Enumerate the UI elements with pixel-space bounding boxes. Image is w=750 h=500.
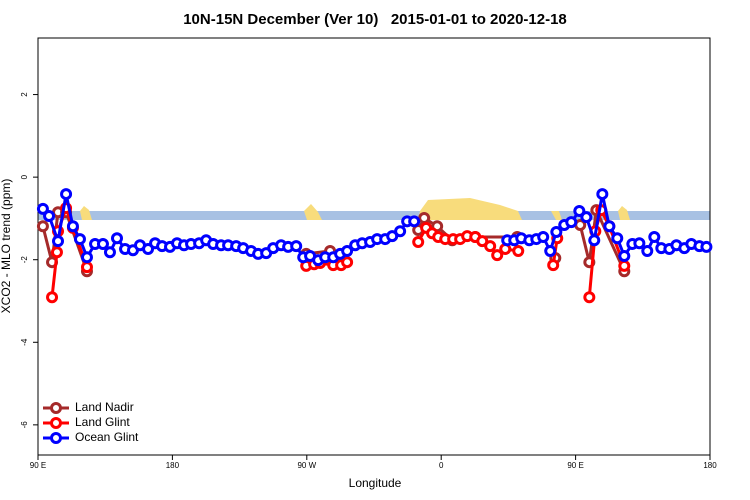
legend-label: Land Nadir (75, 400, 134, 414)
plot (36, 188, 713, 304)
point (418, 212, 431, 225)
point (648, 231, 661, 244)
point (52, 235, 65, 248)
point (550, 226, 563, 239)
point (73, 233, 86, 246)
y-tick-label: -6 (20, 421, 29, 429)
x-axis-label: Longitude (349, 476, 402, 490)
point (386, 230, 399, 243)
point (588, 234, 601, 247)
point (50, 246, 63, 259)
point (476, 235, 489, 248)
x-tick-label: 180 (703, 461, 717, 470)
y-tick-label: -4 (20, 338, 29, 346)
legend-label: Land Glint (75, 415, 130, 429)
point (341, 245, 354, 258)
x-tick-label: 180 (166, 461, 180, 470)
land-patch (418, 198, 522, 220)
point (491, 249, 504, 262)
legend-label: Ocean Glint (75, 430, 139, 444)
point (618, 249, 631, 262)
land-patch (618, 206, 630, 220)
point (66, 220, 79, 233)
point (544, 245, 557, 258)
point (484, 240, 497, 253)
point (583, 291, 596, 304)
point (633, 237, 646, 250)
x-tick-label: 90 E (30, 461, 46, 470)
point (103, 246, 116, 259)
point (394, 225, 407, 238)
point (290, 240, 303, 253)
y-axis-label: XCO2 - MLO trend (ppm) (0, 179, 13, 314)
y-tick-label: 0 (20, 174, 29, 179)
y-tick-label: 2 (20, 92, 29, 97)
point (80, 261, 93, 274)
land-patch (304, 204, 322, 220)
x-tick-label: 0 (439, 461, 444, 470)
map-strip (38, 198, 710, 220)
point (596, 188, 609, 201)
point (512, 245, 525, 258)
point (96, 238, 109, 251)
land-patch (551, 211, 562, 220)
point (412, 235, 425, 248)
point (547, 259, 560, 272)
point (408, 215, 421, 228)
point (36, 220, 49, 233)
point (573, 204, 586, 217)
point (43, 209, 56, 222)
point (36, 202, 49, 215)
point (537, 231, 550, 244)
land-patch (80, 206, 92, 220)
chart-title: 10N-15N December (Ver 10) 2015-01-01 to … (183, 11, 567, 28)
point (580, 211, 593, 224)
ocean-band (38, 211, 710, 220)
point (641, 245, 654, 258)
point (60, 188, 73, 201)
point (603, 220, 616, 233)
point (46, 291, 59, 304)
point (110, 232, 123, 245)
legend-marker (50, 402, 62, 414)
point (341, 256, 354, 269)
point (565, 216, 578, 229)
point (700, 240, 713, 253)
x-tick-label: 90 E (567, 461, 583, 470)
legend-marker (50, 432, 62, 444)
legend-marker (50, 417, 62, 429)
x-tick-label: 90 W (297, 461, 316, 470)
point (611, 232, 624, 245)
y-tick-label: -2 (20, 256, 29, 264)
point (618, 259, 631, 272)
point (80, 251, 93, 264)
